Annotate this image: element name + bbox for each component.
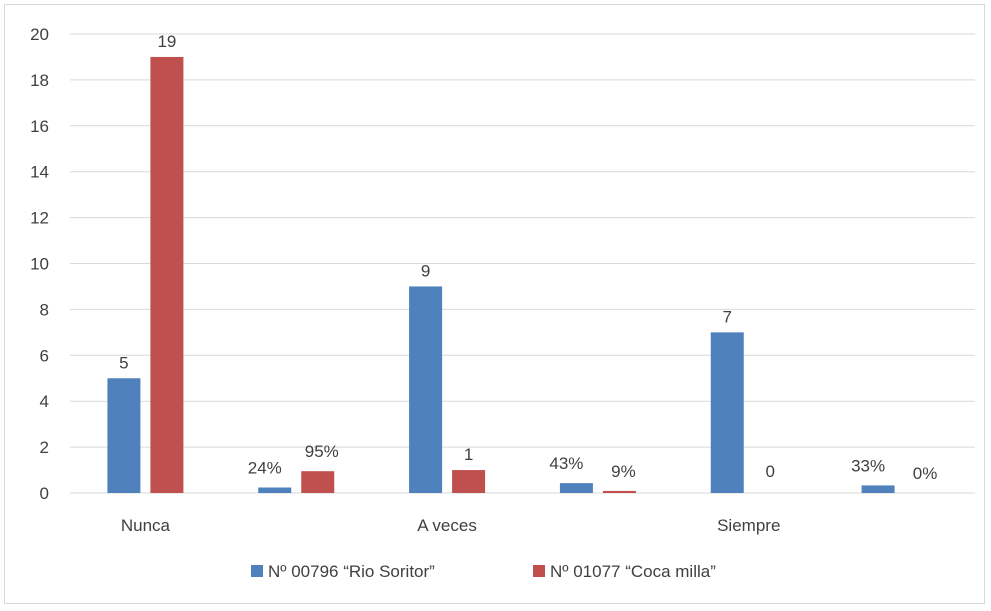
- y-tick-label: 0: [40, 484, 49, 503]
- y-tick-label: 2: [40, 438, 49, 457]
- gridlines: [70, 33, 975, 494]
- bar-series1: [559, 483, 593, 493]
- data-label: 95%: [305, 442, 339, 461]
- bar-series2: [452, 470, 486, 493]
- y-tick-label: 14: [30, 163, 49, 182]
- y-tick-label: 16: [30, 117, 49, 136]
- bar-series2: [150, 56, 184, 493]
- data-label: 1: [464, 445, 473, 464]
- data-label: 0%: [913, 464, 938, 483]
- data-labels: 5 19 24% 95% 9 1 43% 9% 7 0 33% 0%: [119, 32, 937, 483]
- y-tick-label: 6: [40, 346, 49, 365]
- y-tick-label: 10: [30, 255, 49, 274]
- bar-series1: [258, 487, 292, 493]
- y-tick-label: 8: [40, 300, 49, 319]
- x-tick-label: Siempre: [717, 516, 780, 535]
- bar-series2: [602, 490, 636, 493]
- bar-series1: [107, 378, 141, 493]
- legend-swatch: [251, 565, 263, 577]
- data-label: 24%: [248, 458, 282, 477]
- data-label: 33%: [851, 456, 885, 475]
- legend-label: Nº 00796 “Rio Soritor”: [268, 562, 435, 581]
- bar-series1: [710, 332, 744, 493]
- x-tick-label: Nunca: [121, 516, 171, 535]
- legend-swatch: [533, 565, 545, 577]
- data-label: 7: [723, 307, 732, 326]
- data-label: 9: [421, 261, 430, 280]
- y-axis-ticks: 0 2 4 6 8 10 12 14 16 18 20: [30, 25, 49, 503]
- data-label: 5: [119, 353, 128, 372]
- bar-chart: 0 2 4 6 8 10 12 14 16 18 20 5 19 24% 95% 9 1 43% 9% 7 0 33% 0…: [30, 25, 975, 581]
- bar-series1: [409, 286, 443, 493]
- y-tick-label: 4: [40, 392, 49, 411]
- legend-label: Nº 01077 “Coca milla”: [550, 562, 716, 581]
- chart-frame: 0 2 4 6 8 10 12 14 16 18 20 5 19 24% 95% 9 1 43% 9% 7 0 33% 0…: [4, 4, 985, 604]
- x-axis-ticks: Nunca A veces Siempre: [121, 516, 781, 535]
- data-label: 19: [157, 32, 176, 51]
- bar-series2: [301, 471, 335, 493]
- x-tick-label: A veces: [417, 516, 477, 535]
- bar-series1: [861, 485, 895, 493]
- y-tick-label: 20: [30, 25, 49, 44]
- data-label: 43%: [549, 454, 583, 473]
- legend: Nº 00796 “Rio Soritor” Nº 01077 “Coca mil…: [251, 562, 716, 581]
- y-tick-label: 12: [30, 209, 49, 228]
- data-label: 9%: [611, 462, 636, 481]
- y-tick-label: 18: [30, 71, 49, 90]
- bars: [107, 56, 895, 493]
- data-label: 0: [766, 462, 775, 481]
